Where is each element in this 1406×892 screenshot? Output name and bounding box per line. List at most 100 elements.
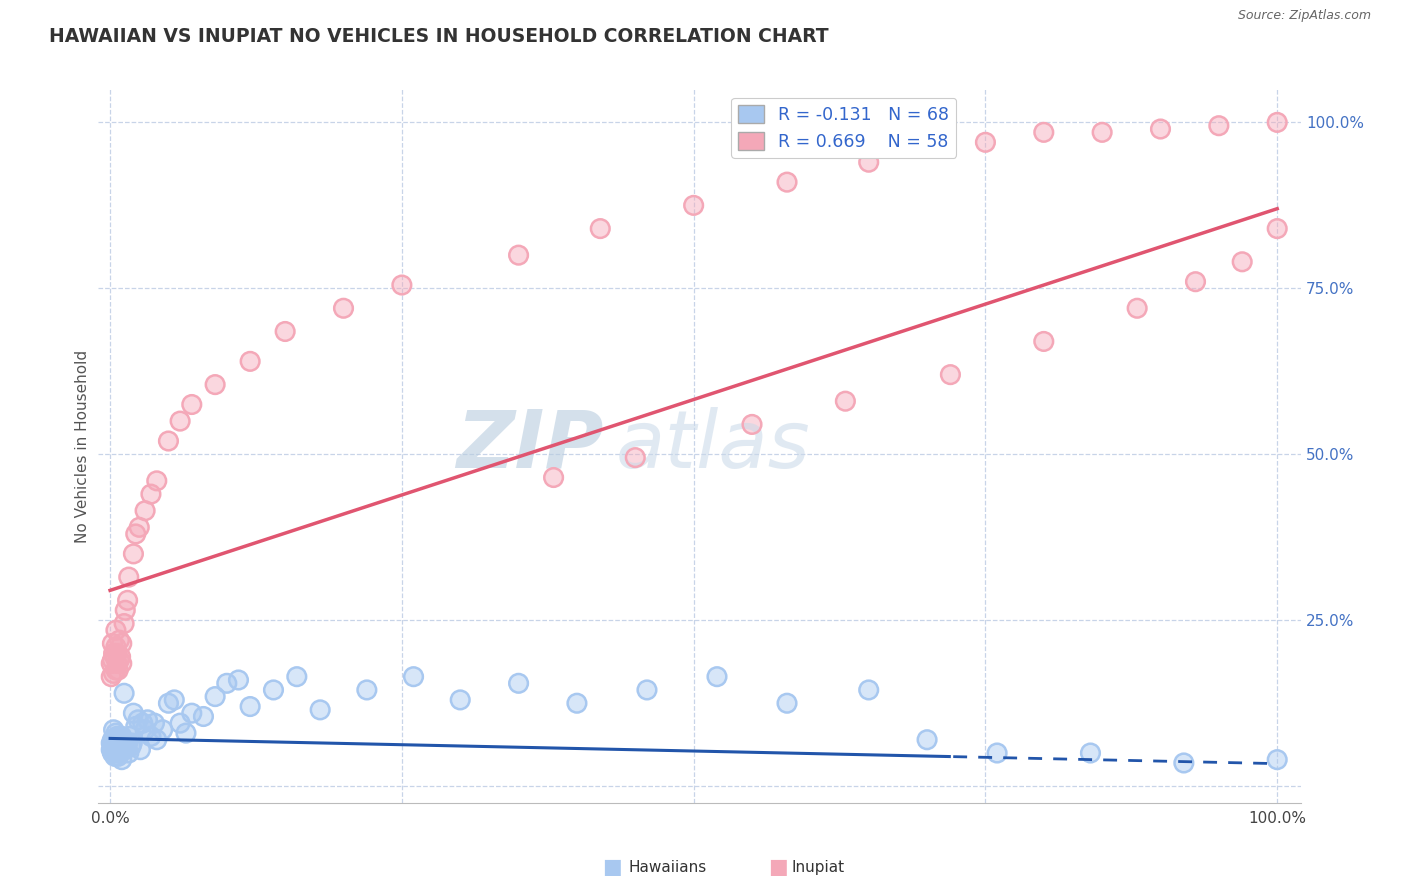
Point: [134, 504, 156, 518]
Point: [112, 616, 135, 631]
Point: [104, 649, 127, 664]
Point: [111, 753, 134, 767]
Point: [1208, 119, 1230, 133]
Point: [986, 746, 1008, 760]
Point: [163, 693, 186, 707]
Point: [174, 726, 197, 740]
Point: [939, 368, 962, 382]
Point: [139, 487, 162, 501]
Point: [146, 732, 169, 747]
Point: [134, 723, 156, 737]
Point: [103, 647, 125, 661]
Point: [111, 730, 134, 744]
Point: [104, 640, 127, 654]
Point: [108, 653, 131, 667]
Point: [939, 368, 962, 382]
Point: [104, 640, 127, 654]
Point: [239, 354, 262, 368]
Text: atlas: atlas: [616, 407, 810, 485]
Point: [163, 693, 186, 707]
Point: [120, 739, 142, 754]
Point: [565, 696, 588, 710]
Point: [101, 746, 124, 760]
Point: [152, 723, 174, 737]
Point: [309, 703, 332, 717]
Point: [157, 434, 180, 448]
Point: [508, 676, 530, 690]
Point: [157, 434, 180, 448]
Point: [139, 730, 162, 744]
Point: [107, 749, 129, 764]
Point: [107, 663, 129, 677]
Point: [193, 709, 215, 723]
Point: [103, 723, 125, 737]
Text: ZIP: ZIP: [456, 407, 603, 485]
Point: [741, 417, 763, 432]
Point: [215, 676, 238, 690]
Point: [134, 723, 156, 737]
Point: [776, 696, 799, 710]
Point: [111, 657, 134, 671]
Point: [834, 394, 856, 409]
Point: [111, 730, 134, 744]
Point: [107, 663, 129, 677]
Point: [508, 676, 530, 690]
Point: [104, 749, 127, 764]
Point: [114, 603, 136, 617]
Point: [146, 474, 169, 488]
Point: [101, 732, 124, 747]
Point: [204, 377, 226, 392]
Point: [974, 136, 997, 150]
Point: [120, 739, 142, 754]
Point: [129, 742, 152, 756]
Text: Hawaiians: Hawaiians: [628, 860, 707, 874]
Point: [1265, 115, 1288, 129]
Point: [107, 749, 129, 764]
Point: [108, 742, 131, 756]
Point: [115, 736, 138, 750]
Point: [169, 716, 191, 731]
Text: HAWAIIAN VS INUPIAT NO VEHICLES IN HOUSEHOLD CORRELATION CHART: HAWAIIAN VS INUPIAT NO VEHICLES IN HOUSE…: [49, 27, 828, 45]
Point: [180, 706, 202, 721]
Point: [100, 657, 122, 671]
Point: [915, 138, 938, 153]
Point: [117, 593, 139, 607]
Point: [449, 693, 471, 707]
Point: [114, 742, 136, 756]
Point: [1091, 125, 1114, 139]
Point: [274, 325, 297, 339]
Point: [1265, 753, 1288, 767]
Point: [128, 520, 150, 534]
Point: [127, 713, 149, 727]
Point: [101, 732, 124, 747]
Point: [508, 248, 530, 262]
Point: [127, 713, 149, 727]
Point: [332, 301, 354, 316]
Point: [122, 547, 145, 561]
Point: [101, 746, 124, 760]
Point: [228, 673, 250, 687]
Point: [108, 633, 131, 648]
Point: [104, 739, 127, 754]
Point: [104, 663, 127, 677]
Point: [228, 673, 250, 687]
Point: [110, 730, 132, 744]
Point: [706, 670, 728, 684]
Point: [121, 736, 143, 750]
Point: [215, 676, 238, 690]
Point: [101, 636, 124, 650]
Point: [104, 649, 127, 664]
Point: [125, 719, 148, 733]
Point: [112, 686, 135, 700]
Point: [105, 657, 128, 671]
Point: [105, 730, 128, 744]
Point: [111, 636, 134, 650]
Point: [565, 696, 588, 710]
Point: [858, 155, 880, 169]
Point: [125, 527, 148, 541]
Point: [104, 726, 127, 740]
Point: [104, 624, 127, 638]
Point: [1265, 221, 1288, 235]
Point: [1184, 275, 1206, 289]
Point: [134, 504, 156, 518]
